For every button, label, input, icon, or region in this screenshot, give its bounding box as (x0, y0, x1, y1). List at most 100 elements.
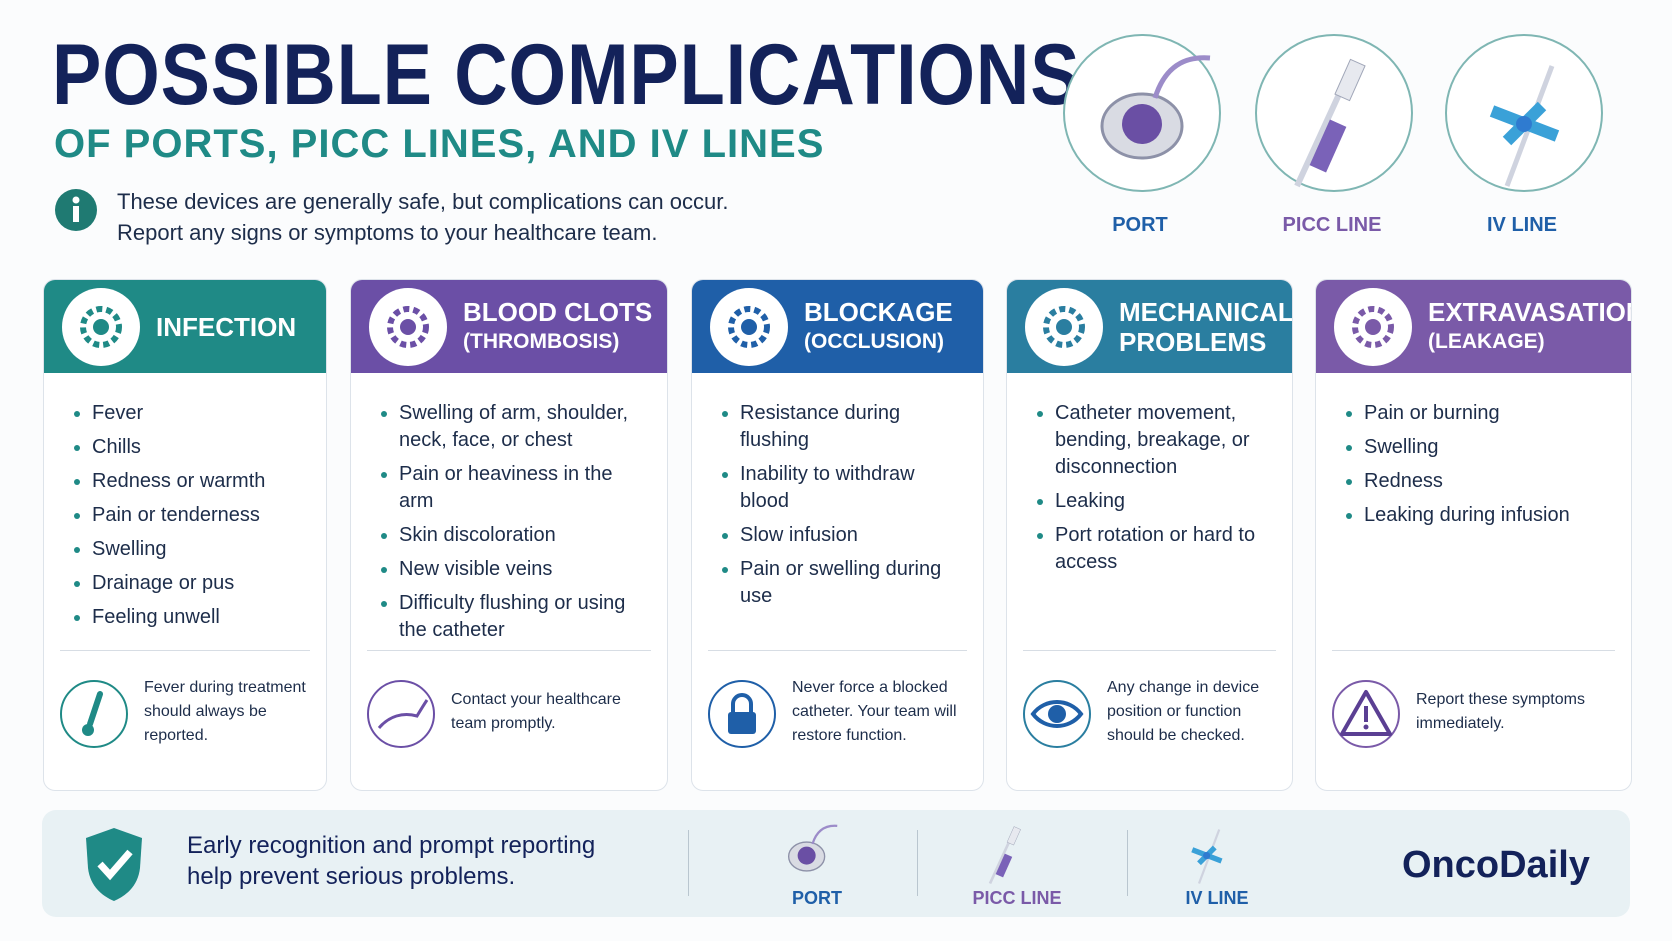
device-label: PICC LINE (1282, 214, 1382, 236)
card-title-block: EXTRAVASATION (LEAKAGE) (1428, 280, 1632, 373)
card-note: Contact your healthcare team promptly. (451, 691, 621, 732)
symptom: Catheter movement, bending, breakage, or… (1055, 400, 1276, 481)
symptom: Port rotation or hard to access (1055, 522, 1276, 576)
symptom: Redness or warmth (92, 468, 265, 495)
symptom: Pain or tenderness (92, 502, 265, 529)
device-drawing (1294, 58, 1366, 188)
note-icon-drawing (1332, 680, 1400, 748)
symptom: Difficulty flushing or using the cathete… (399, 590, 651, 644)
separator (1023, 650, 1276, 651)
card-header: BLOCKAGE (OCCLUSION) (692, 280, 983, 373)
card-header: BLOOD CLOTS (THROMBOSIS) (351, 280, 667, 373)
card-note: Report these symptoms immediately. (1416, 691, 1585, 732)
divider (1127, 830, 1128, 896)
symptom: Leaking during infusion (1364, 502, 1570, 529)
card: BLOCKAGE(OCCLUSION) Resistance during flu… (691, 279, 984, 791)
card-icon-drawing (1043, 306, 1085, 348)
symptom-list: Swelling of arm, shoulder, neck, face, o… (351, 400, 667, 651)
separator (367, 650, 651, 651)
note-icon-drawing (367, 680, 435, 748)
card-title: BLOCKAGE (804, 296, 953, 327)
symptom: Pain or heaviness in the arm (399, 461, 651, 515)
footer-device-drawing (988, 826, 1021, 885)
symptom: Pain or swelling during use (740, 556, 967, 610)
footer-device-drawing (1191, 829, 1223, 884)
symptom: Swelling (1364, 434, 1570, 461)
footer-device-label: IV LINE (1185, 888, 1249, 908)
symptom-list: Pain or burning Swelling Redness Leaking du… (1316, 400, 1586, 536)
separator (708, 650, 967, 651)
note-line: These devices are generally safe, but co… (117, 189, 729, 214)
symptom-list: Fever Chills Redness or warmth Pain or tend… (44, 400, 281, 638)
card-subtitle: (LEAKAGE) (1428, 329, 1545, 353)
card-title: EXTRAVASATION (1428, 296, 1632, 327)
symptom: Swelling of arm, shoulder, neck, face, o… (399, 400, 651, 454)
card-title-block: BLOOD CLOTS (THROMBOSIS) (463, 280, 661, 373)
card: MECHANICAL PROBLEMS Catheter movement, be… (1006, 279, 1293, 791)
note-icon-drawing (708, 680, 776, 748)
symptom: Drainage or pus (92, 570, 265, 597)
note-icon (706, 676, 778, 753)
device-label: PORT (1112, 214, 1168, 236)
note-icon (1330, 676, 1402, 753)
symptom: Skin discoloration (399, 522, 651, 549)
card-header: MECHANICAL PROBLEMS (1007, 280, 1292, 373)
footer-device-icon (1172, 816, 1262, 891)
card-header: INFECTION (44, 280, 326, 373)
symptom: Resistance during flushing (740, 400, 967, 454)
symptom: Slow infusion (740, 522, 967, 549)
card-title-block: INFECTION (156, 280, 320, 373)
note-line: Report any signs or symptoms to your hea… (117, 220, 658, 245)
card-title-block: MECHANICAL PROBLEMS (1119, 280, 1293, 373)
card-title-block: BLOCKAGE (OCCLUSION) (804, 280, 977, 373)
footer-device-icon (972, 816, 1062, 891)
intro-note: These devices are generally safe, but co… (117, 186, 728, 248)
card-icon (1025, 288, 1103, 366)
card-icon-drawing (1352, 306, 1394, 348)
footer: Early recognition and prompt reporting h… (42, 810, 1630, 917)
card-note: Fever during treatment should always be … (144, 679, 306, 744)
card-icon (1334, 288, 1412, 366)
card: INFECTION Fever Chills Redness or warmth Pai… (43, 279, 327, 791)
symptom: Inability to withdraw blood (740, 461, 967, 515)
separator (60, 650, 310, 651)
device-drawing (1489, 65, 1560, 187)
card-subtitle: (OCCLUSION) (804, 329, 944, 353)
card-note: Any change in device position or functio… (1107, 679, 1260, 744)
divider (917, 830, 918, 896)
footer-message: Early recognition and prompt reporting h… (187, 832, 596, 890)
symptom: Redness (1364, 468, 1570, 495)
symptom: Pain or burning (1364, 400, 1570, 427)
separator (1332, 650, 1615, 651)
device-drawing (1100, 55, 1211, 160)
subtitle: OF PORTS, PICC LINES, AND IV LINES (54, 122, 825, 166)
shield-icon (86, 828, 142, 901)
symptom: Chills (92, 434, 265, 461)
card-icon-drawing (80, 306, 122, 348)
card-icon-drawing (728, 306, 770, 348)
device-icon (1255, 34, 1413, 192)
card-header: EXTRAVASATION (LEAKAGE) (1316, 280, 1631, 373)
divider (688, 830, 689, 896)
card: BLOOD CLOTS(THROMBOSIS) Swelling of arm, … (350, 279, 668, 791)
device-label: IV LINE (1486, 214, 1557, 236)
note-icon (365, 676, 437, 753)
footer-device-label: PORT (791, 888, 842, 908)
device-icon (1445, 34, 1603, 192)
note-icon-drawing (1023, 680, 1091, 748)
info-icon (55, 189, 97, 231)
symptom: Leaking (1055, 488, 1276, 515)
card-icon-drawing (387, 306, 429, 348)
symptom-list: Catheter movement, bending, breakage, or… (1007, 400, 1292, 583)
title: POSSIBLE COMPLICATIONS (52, 27, 1081, 123)
card-icon (369, 288, 447, 366)
card: EXTRAVASATION(LEAKAGE) Pain or burning Swe… (1315, 279, 1632, 791)
card-note: Never force a blocked catheter. Your tea… (792, 679, 957, 744)
symptom-list: Resistance during flushing Inability to w… (692, 400, 983, 617)
symptom: Fever (92, 400, 265, 427)
note-icon (58, 676, 130, 753)
footer-device-icon (772, 816, 862, 891)
card-title: MECHANICAL PROBLEMS (1119, 296, 1293, 357)
card-title: INFECTION (156, 311, 297, 342)
